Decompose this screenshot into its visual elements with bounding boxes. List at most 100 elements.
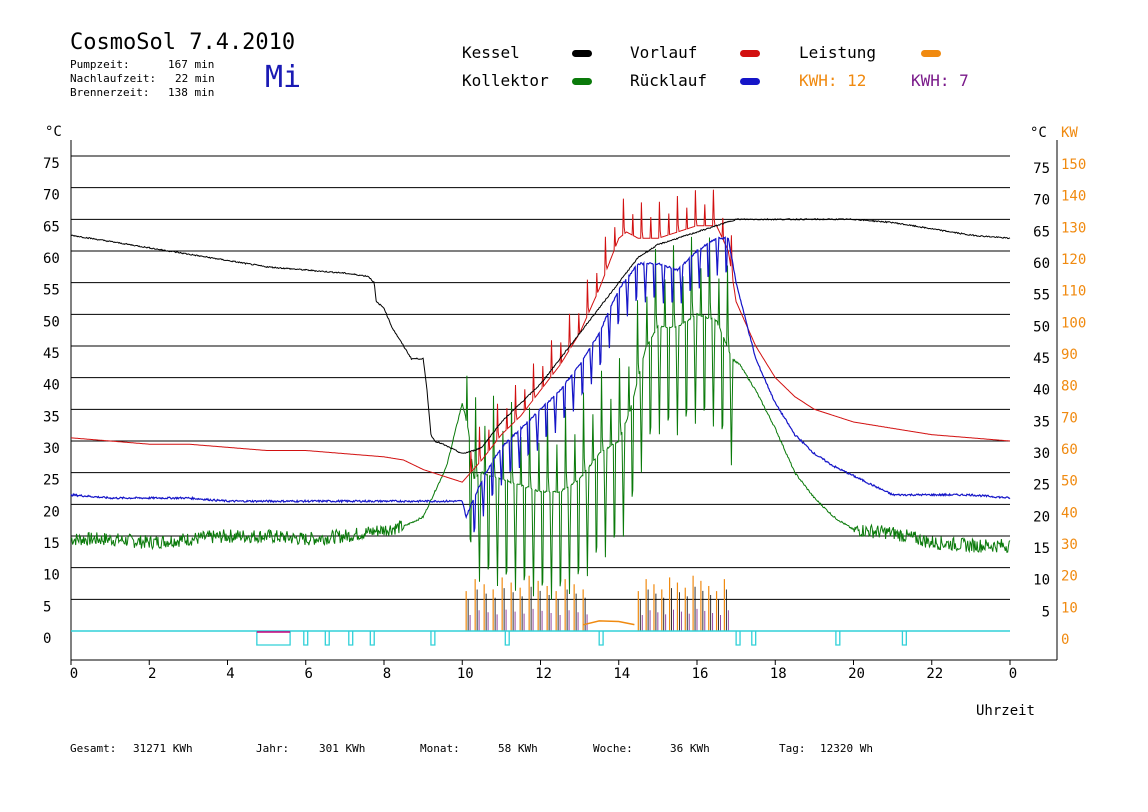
y-tick-right-temp-75: 75	[1033, 161, 1050, 177]
y-tick-right-power-70: 70	[1061, 410, 1078, 426]
x-tick-2: 4	[226, 666, 234, 682]
stat-brennerzeit-value: 138 min	[168, 86, 215, 99]
legend-vorlauf-swatch	[740, 50, 760, 57]
y-axis-label-right-temp: °C	[1030, 125, 1047, 141]
y-tick-left-30: 30	[43, 441, 60, 457]
y-tick-left-55: 55	[43, 283, 60, 299]
y-axis-label-right-power: KW	[1061, 125, 1078, 141]
pump-pulse-0	[256, 631, 291, 646]
footer-gesamt-value: 31271 KWh	[133, 742, 193, 755]
y-tick-right-temp-60: 60	[1033, 256, 1050, 272]
pump-pulse-7	[598, 631, 604, 646]
y-tick-right-power-0: 0	[1061, 632, 1069, 648]
y-tick-right-temp-10: 10	[1033, 573, 1050, 589]
pump-pulse-3	[348, 631, 354, 646]
chart-title: CosmoSol 7.4.2010	[70, 30, 296, 55]
footer-tag-value: 12320 Wh	[820, 742, 873, 755]
y-tick-right-temp-20: 20	[1033, 509, 1050, 525]
pump-pulse-2	[324, 631, 330, 646]
series-kessel-line	[70, 217, 1011, 454]
y-tick-right-power-110: 110	[1061, 284, 1086, 300]
pump-pulse-6	[504, 631, 510, 646]
legend-kwh-orange: KWH: 12	[799, 71, 867, 90]
y-tick-right-power-20: 20	[1061, 569, 1078, 585]
y-tick-left-25: 25	[43, 473, 60, 489]
y-tick-right-temp-30: 30	[1033, 446, 1050, 462]
x-tick-10: 20	[848, 666, 865, 682]
y-tick-right-power-140: 140	[1061, 189, 1086, 205]
stat-nachlaufzeit-value: 22 min	[175, 72, 215, 85]
footer-woche-value: 36 KWh	[670, 742, 710, 755]
y-tick-right-power-30: 30	[1061, 537, 1078, 553]
y-axis-label-left: °C	[45, 124, 62, 140]
y-tick-right-temp-45: 45	[1033, 351, 1050, 367]
y-tick-left-35: 35	[43, 409, 60, 425]
pump-pulse-1	[303, 631, 309, 646]
y-tick-left-60: 60	[43, 251, 60, 267]
y-tick-right-temp-70: 70	[1033, 193, 1050, 209]
x-tick-0: 0	[70, 666, 78, 682]
y-tick-left-20: 20	[43, 504, 60, 520]
series-kollektor-line	[70, 236, 1011, 600]
y-tick-right-temp-35: 35	[1033, 414, 1050, 430]
pump-pulse-8	[735, 631, 741, 646]
y-tick-left-10: 10	[43, 568, 60, 584]
pump-pulse-5	[430, 631, 436, 646]
y-tick-right-power-10: 10	[1061, 600, 1078, 616]
y-tick-left-50: 50	[43, 314, 60, 330]
stat-pumpzeit-value: 167 min	[168, 58, 215, 71]
y-tick-right-power-50: 50	[1061, 474, 1078, 490]
footer-gesamt-label: Gesamt:	[70, 742, 117, 755]
legend-kwh-purple: KWH: 7	[911, 71, 969, 90]
x-tick-4: 8	[383, 666, 391, 682]
y-tick-right-temp-65: 65	[1033, 224, 1050, 240]
x-tick-3: 6	[305, 666, 313, 682]
legend-leistung: Leistung	[799, 43, 877, 62]
pump-pulse-11	[901, 631, 907, 646]
y-tick-right-temp-15: 15	[1033, 541, 1050, 557]
y-tick-right-temp-50: 50	[1033, 319, 1050, 335]
y-tick-right-power-100: 100	[1061, 315, 1086, 331]
pump-pulse-10	[835, 631, 841, 646]
y-tick-right-power-40: 40	[1061, 505, 1078, 521]
legend-ruecklauf-swatch	[740, 78, 760, 85]
x-tick-5: 10	[457, 666, 474, 682]
legend-kollektor: Kollektor	[462, 71, 549, 90]
legend-ruecklauf: Rücklauf	[630, 71, 708, 90]
x-tick-8: 16	[692, 666, 709, 682]
y-tick-right-temp-55: 55	[1033, 288, 1050, 304]
y-tick-left-75: 75	[43, 156, 60, 172]
y-tick-right-power-90: 90	[1061, 347, 1078, 363]
y-tick-left-70: 70	[43, 188, 60, 204]
stat-pumpzeit-label: Pumpzeit:	[70, 58, 130, 71]
x-axis-label: Uhrzeit	[976, 703, 1035, 719]
y-tick-left-0: 0	[43, 631, 51, 647]
y-tick-right-power-120: 120	[1061, 252, 1086, 268]
footer-jahr-label: Jahr:	[256, 742, 290, 755]
y-tick-left-15: 15	[43, 536, 60, 552]
footer-monat-value: 58 KWh	[498, 742, 538, 755]
pump-pulse-9	[751, 631, 757, 646]
x-tick-11: 22	[926, 666, 943, 682]
y-tick-right-temp-5: 5	[1042, 604, 1050, 620]
legend-vorlauf: Vorlauf	[630, 43, 698, 62]
footer-woche-label: Woche:	[593, 742, 633, 755]
y-tick-right-temp-40: 40	[1033, 383, 1050, 399]
y-tick-right-power-60: 60	[1061, 442, 1078, 458]
series-vorlauf-line	[70, 189, 1011, 483]
weekday-label: Mi	[265, 60, 302, 95]
footer-jahr-value: 301 KWh	[319, 742, 366, 755]
legend-kessel: Kessel	[462, 43, 520, 62]
x-tick-6: 12	[535, 666, 552, 682]
x-tick-12: 0	[1009, 666, 1017, 682]
x-tick-9: 18	[770, 666, 787, 682]
y-tick-left-5: 5	[43, 599, 51, 615]
stat-brennerzeit-label: Brennerzeit:	[70, 86, 150, 99]
pump-pulse-4	[369, 631, 375, 646]
footer-tag-label: Tag:	[779, 742, 806, 755]
series-ruecklauf-line	[70, 236, 1011, 533]
y-tick-left-65: 65	[43, 219, 60, 235]
stat-nachlaufzeit-label: Nachlaufzeit:	[70, 72, 157, 85]
x-tick-1: 2	[148, 666, 156, 682]
